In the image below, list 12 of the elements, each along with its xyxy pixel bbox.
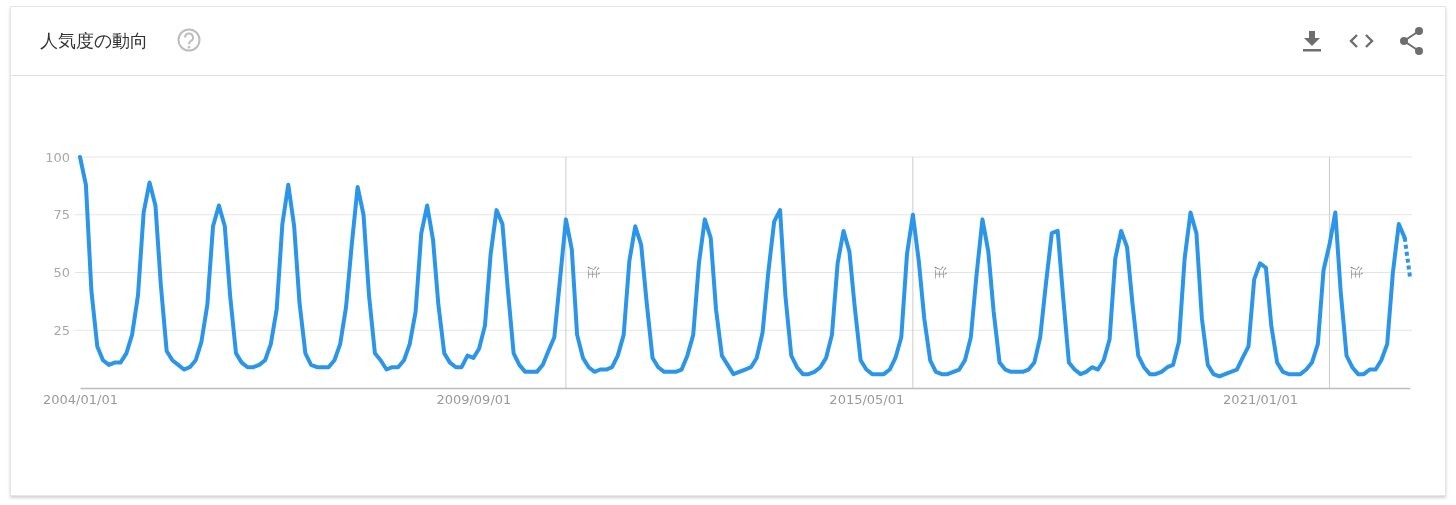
y-tick-label: 100 xyxy=(45,149,70,165)
y-tick-label: 50 xyxy=(53,265,70,281)
x-tick-label: 2009/09/01 xyxy=(436,392,512,408)
x-tick-label: 2004/01/01 xyxy=(43,392,118,408)
chart-title: 人気度の動向 xyxy=(40,30,148,51)
ref-line-label: 注 xyxy=(932,266,948,279)
y-tick-label: 25 xyxy=(53,322,70,338)
ref-line-label: 注 xyxy=(585,266,601,279)
x-tick-label: 2021/01/01 xyxy=(1223,392,1299,408)
x-tick-label: 2015/05/01 xyxy=(829,392,905,408)
y-tick-label: 75 xyxy=(53,207,70,223)
ref-line-label: 注 xyxy=(1349,266,1365,279)
